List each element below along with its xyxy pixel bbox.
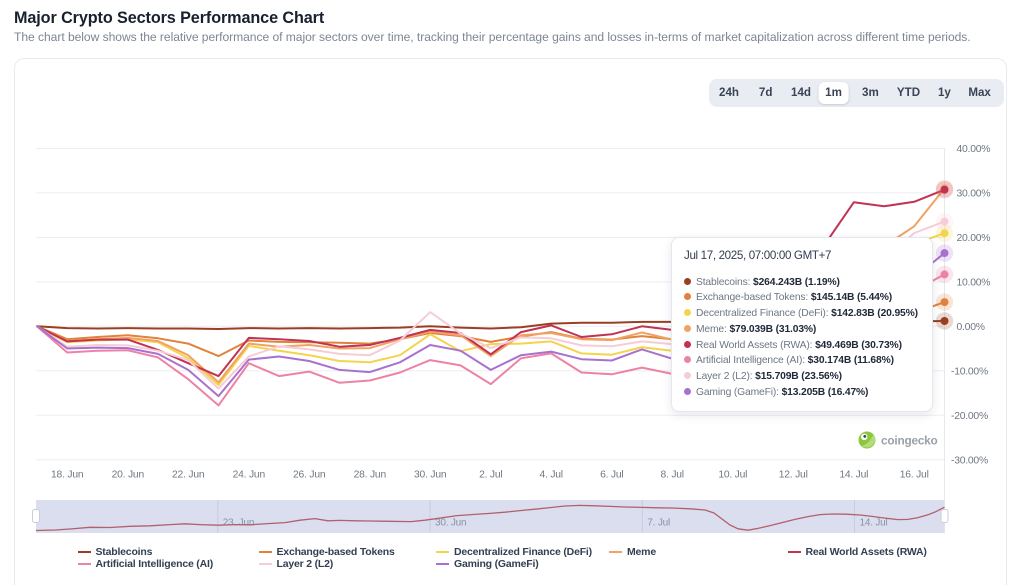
svg-text:10. Jul: 10. Jul	[718, 470, 747, 481]
svg-text:26. Jun: 26. Jun	[293, 470, 326, 481]
svg-text:30. Jun: 30. Jun	[435, 518, 466, 529]
svg-text:30. Jun: 30. Jun	[414, 470, 447, 481]
svg-text:-20.00%: -20.00%	[951, 411, 988, 422]
svg-text:-10.00%: -10.00%	[951, 366, 988, 377]
svg-text:24. Jun: 24. Jun	[233, 470, 266, 481]
svg-text:12. Jul: 12. Jul	[779, 470, 808, 481]
svg-text:10.00%: 10.00%	[957, 278, 991, 289]
svg-text:0.00%: 0.00%	[957, 322, 985, 333]
svg-text:20. Jun: 20. Jun	[112, 470, 145, 481]
svg-text:coingecko: coingecko	[881, 433, 938, 447]
svg-text:7. Jul: 7. Jul	[647, 518, 670, 529]
svg-text:28. Jun: 28. Jun	[354, 470, 387, 481]
svg-text:14. Jul: 14. Jul	[839, 470, 868, 481]
svg-text:22. Jun: 22. Jun	[172, 470, 205, 481]
svg-text:20.00%: 20.00%	[957, 233, 991, 244]
svg-text:16. Jul: 16. Jul	[900, 470, 929, 481]
svg-text:18. Jun: 18. Jun	[51, 470, 84, 481]
svg-text:4. Jul: 4. Jul	[539, 470, 562, 481]
svg-text:23. Jun: 23. Jun	[223, 518, 254, 529]
svg-text:6. Jul: 6. Jul	[600, 470, 623, 481]
svg-text:14. Jul: 14. Jul	[860, 518, 888, 529]
svg-text:2. Jul: 2. Jul	[479, 470, 502, 481]
svg-text:30.00%: 30.00%	[957, 189, 991, 200]
svg-text:8. Jul: 8. Jul	[660, 470, 683, 481]
svg-text:40.00%: 40.00%	[957, 144, 991, 155]
svg-text:-30.00%: -30.00%	[951, 455, 988, 466]
